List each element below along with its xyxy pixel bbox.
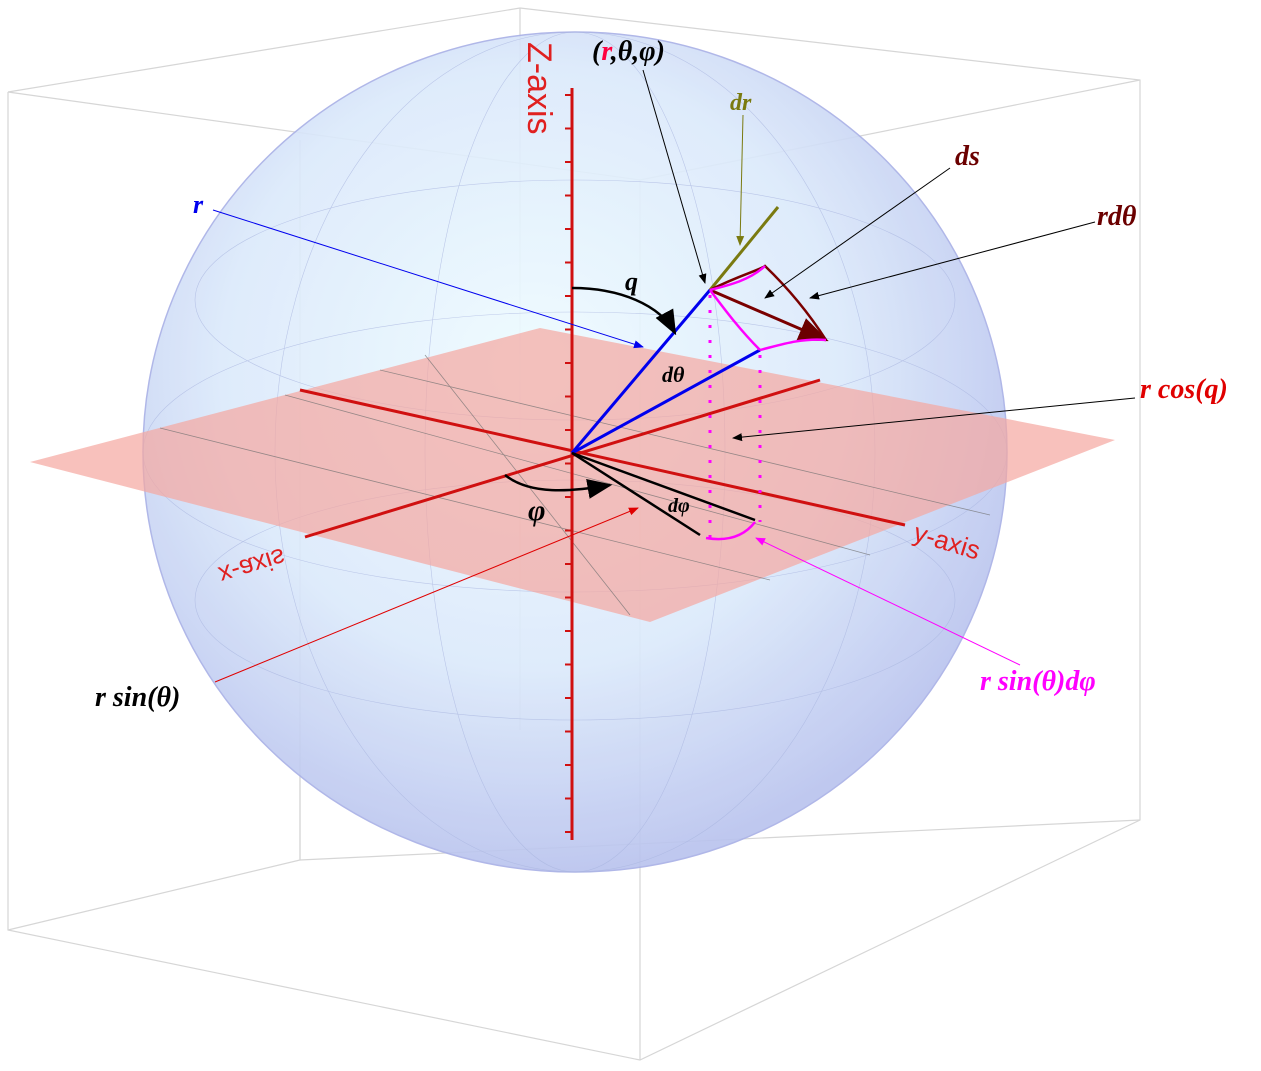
point-label-r: r xyxy=(601,36,613,67)
z-ticks xyxy=(565,94,572,833)
vectors xyxy=(504,206,829,541)
point-label-rest: ,θ,φ) xyxy=(610,36,665,67)
ds-label: ds xyxy=(955,141,980,172)
point-label: (r,θ,φ) xyxy=(592,36,665,67)
r-dtheta-label: rdθ xyxy=(1097,201,1137,232)
z-axis-label: Z-axis xyxy=(520,42,558,135)
r-cos-label: r cos(q) xyxy=(1140,374,1228,405)
r-sin-label: r sin(θ) xyxy=(95,682,180,713)
plane-grid xyxy=(159,354,991,616)
theta-label: q xyxy=(625,267,638,296)
r-label: r xyxy=(193,190,204,219)
phi-label: φ xyxy=(528,494,546,527)
r-sin-dphi-label: r sin(θ)dφ xyxy=(980,666,1096,697)
point-label-open: ( xyxy=(592,36,603,67)
dtheta-label: dθ xyxy=(662,362,685,387)
dr-label: dr xyxy=(730,90,752,116)
leader-lines xyxy=(212,69,1136,683)
dphi-label: dφ xyxy=(668,495,690,517)
